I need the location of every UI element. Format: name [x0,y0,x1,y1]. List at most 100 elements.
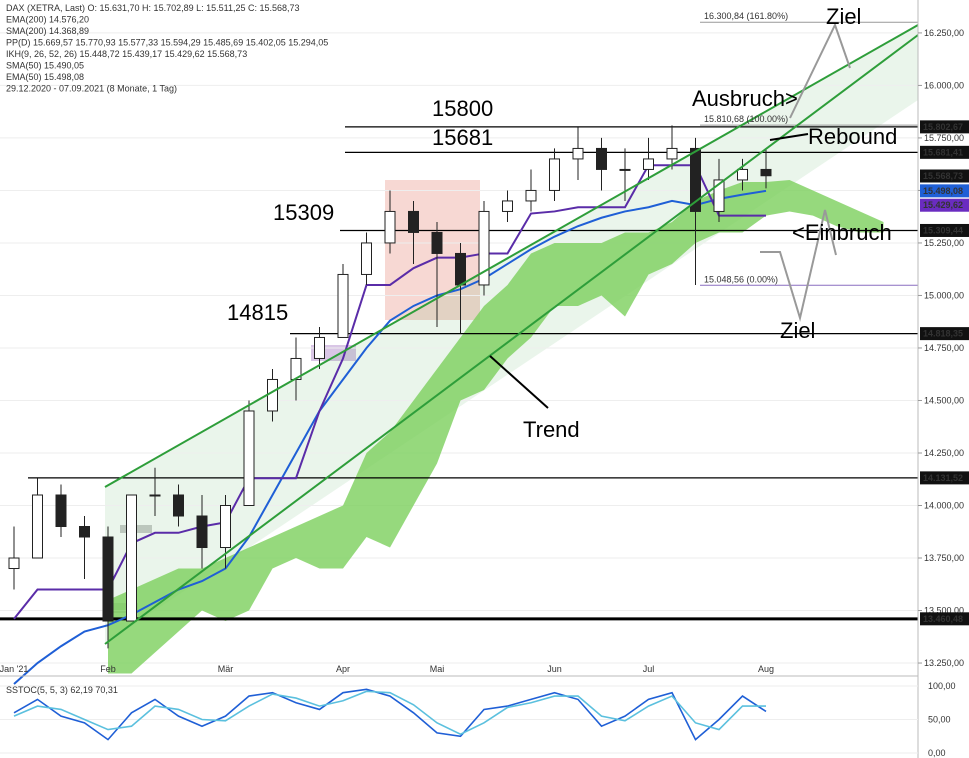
y-tick-label: 14.250,00 [924,448,964,458]
price-tag [920,184,969,198]
y-tick-label: 15.250,00 [924,238,964,248]
price-tag [920,198,969,212]
level-tag [920,145,969,159]
candle-body [337,273,349,338]
channel-upper [104,24,919,488]
header-line: SMA(200) 14.368,89 [6,26,89,36]
candle-body [596,147,607,170]
level-label: 14.131,52 [923,473,963,483]
candle-body [408,210,419,233]
candle-body [619,168,631,171]
header-line: 29.12.2020 - 07.09.2021 (8 Monate, 1 Tag… [6,84,177,94]
candle-body [361,242,372,275]
header-line: PP(D) 15.669,57 15.770,93 15.577,33 15.5… [6,38,328,48]
level-tag [920,612,969,626]
candle-body [502,200,513,212]
cloud [413,368,437,506]
fib-label: 16.300,84 (161.80%) [704,11,788,21]
annotation: 15800 [432,96,493,121]
fib-label: 15.048,56 (0.00%) [704,274,778,284]
cloud [789,179,813,216]
cloud [319,505,343,569]
channel-lower [104,34,919,645]
cloud [390,400,414,548]
level-tag [920,120,969,134]
candle-body [760,168,772,177]
annotation: 15681 [432,125,493,150]
x-tick-label: Jan '21 [0,664,28,674]
y-tick-label: 15.000,00 [924,290,964,300]
candle-body [243,410,255,506]
candle-body [314,336,325,359]
candle-body [713,179,725,212]
cloud [766,179,790,216]
candle-body [55,494,67,528]
cloud [507,253,531,359]
level-label: 15.309,44 [923,225,963,235]
candle-body [666,147,678,160]
candle-body [572,147,584,160]
level-label: 15.802,67 [923,122,963,132]
cloud [648,221,672,275]
cloud [225,547,249,622]
x-tick-label: Jun [547,664,562,674]
cloud [343,452,367,569]
header-line: EMA(50) 15.498,08 [6,72,84,82]
candle-body [455,252,466,286]
candle-body [102,536,114,622]
level-label: 13.460,48 [923,614,963,624]
fib-label: 15.810,68 (100.00%) [704,114,788,124]
cloud [155,568,179,653]
price-tag-label: 15.429,62 [923,200,963,210]
candle-body [196,515,208,549]
cloud [366,431,390,548]
x-tick-label: Jul [643,664,655,674]
annotation: <Einbruch [792,220,892,245]
y-tick-label: 50,00 [928,715,951,725]
candle-body [173,494,184,517]
y-tick-label: 100,00 [928,681,956,691]
rebound-pointer [769,133,809,141]
candle-body [549,158,560,191]
x-tick-label: Aug [758,664,774,674]
y-tick-label: 13.250,00 [924,658,964,668]
cloud [249,537,273,611]
panel-title: SSTOC(5, 5, 3) 62,19 70,31 [6,685,118,695]
cloud [672,200,696,264]
candle-body [267,378,278,412]
cloud [108,589,132,674]
candle-body [32,494,43,559]
candle-body [478,210,490,286]
oscillator-line [13,690,766,736]
cloud [272,526,296,569]
candle-body [79,526,90,538]
y-tick-label: 14.750,00 [924,343,964,353]
header-line: DAX (XETRA, Last) O: 15.631,70 H: 15.702… [6,3,300,13]
header-line: EMA(200) 14.576,20 [6,15,89,25]
annotation: Trend [523,417,580,442]
candle-body [643,158,654,170]
level-label: 15.681,41 [923,147,963,157]
candle-body [431,231,443,254]
target-arrow [760,209,837,322]
header-line: IKH(9, 26, 52, 26) 15.448,72 15.439,17 1… [6,49,247,59]
candle-body [690,147,701,212]
annotation: Ausbruch> [692,86,798,111]
candle-body [384,210,396,244]
y-tick-label: 0,00 [928,748,946,758]
candle-body [126,494,137,622]
cloud [813,190,837,227]
cloud [625,232,649,317]
cloud [296,516,320,569]
cloud [601,232,625,317]
y-tick-label: 15.750,00 [924,133,964,143]
cloud [554,242,578,306]
candle-body [737,168,748,181]
cloud [202,558,226,622]
y-tick-label: 13.750,00 [924,553,964,563]
level-label: 14.818,35 [923,329,963,339]
cloud [131,579,155,674]
cloud [531,242,555,338]
x-tick-label: Feb [100,664,116,674]
